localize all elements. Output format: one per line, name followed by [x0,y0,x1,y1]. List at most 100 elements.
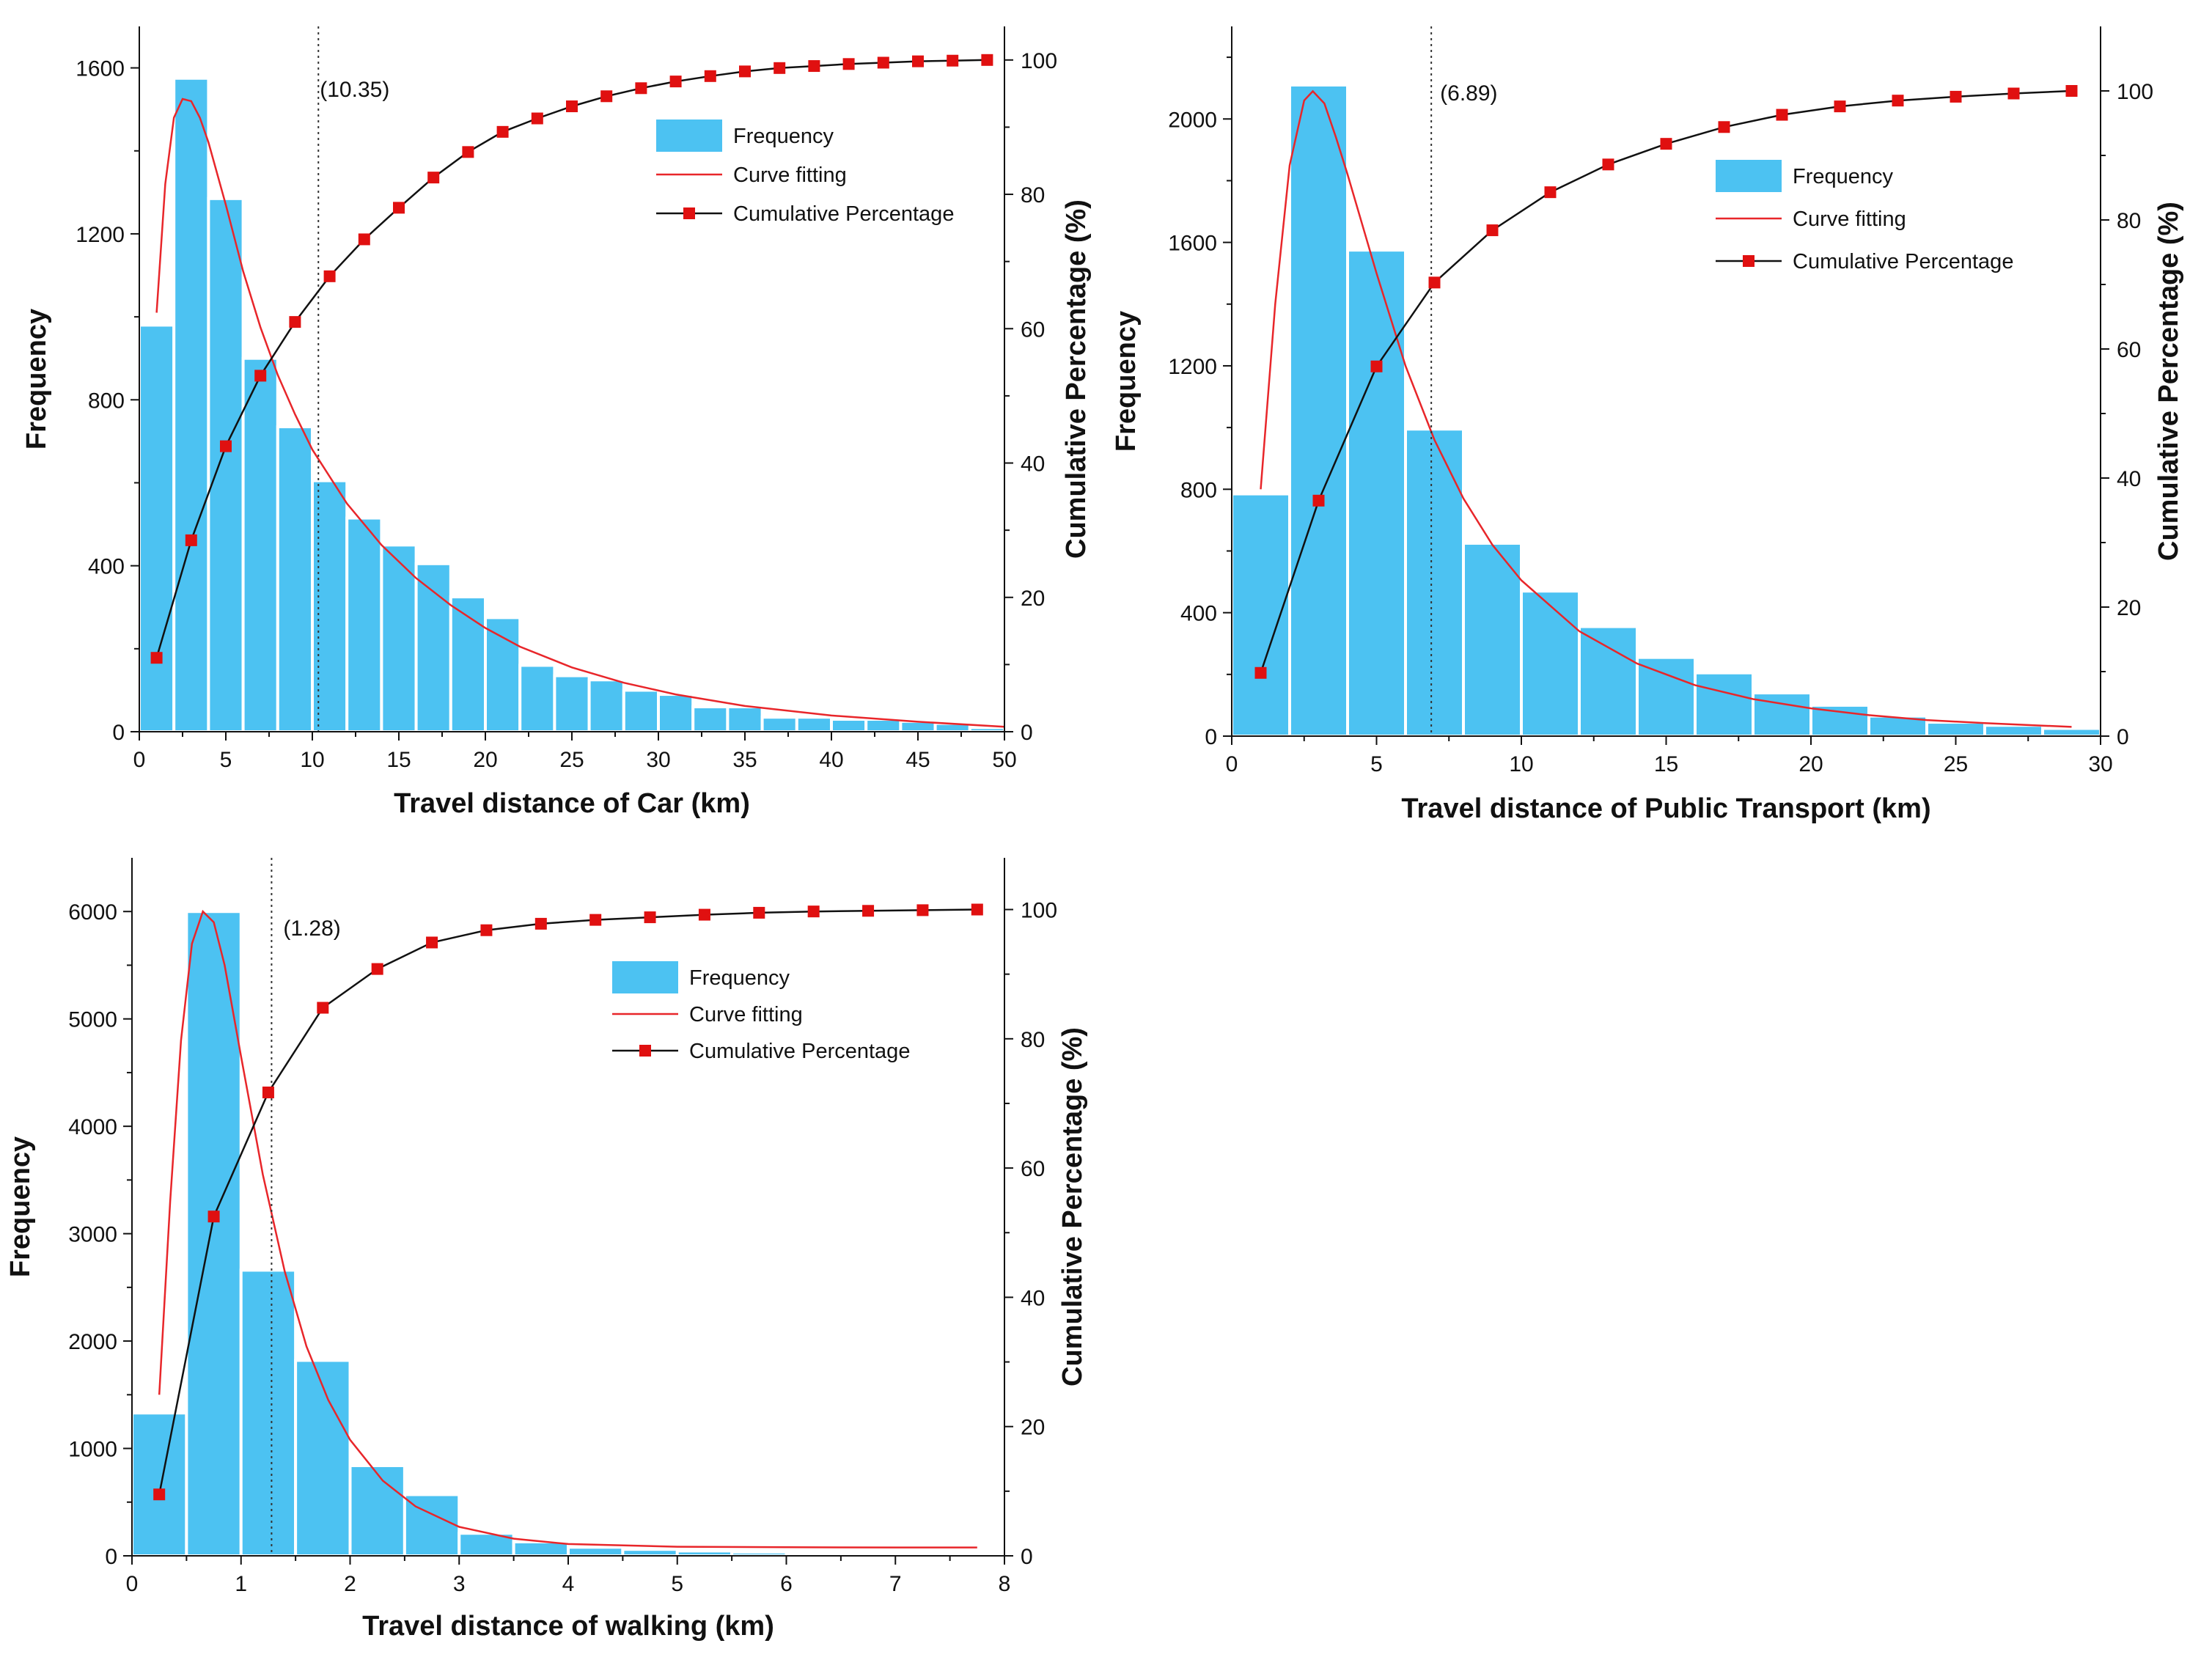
y-tick-label: 4000 [68,1115,117,1139]
x-tick-label: 25 [559,748,584,772]
legend-curve-label: Curve fitting [1793,207,1906,231]
y2-tick-label: 100 [1021,49,1057,73]
y-axis-label: Frequency [1111,311,1142,452]
frequency-bar [312,481,347,732]
y-tick-label: 1600 [76,57,125,81]
x-tick-label: 3 [453,1572,466,1596]
y-tick-label: 1000 [68,1438,117,1462]
legend-frequency-swatch [1716,160,1782,192]
cumulative-point [589,914,601,926]
y2-tick-label: 60 [2117,338,2141,362]
legend-cumulative-label: Cumulative Percentage [733,202,954,226]
x-tick-label: 6 [780,1572,793,1596]
frequency-bar [589,680,624,732]
x-tick-label: 50 [992,748,1016,772]
x-tick-label: 10 [1509,752,1533,776]
median-marker-label: (10.35) [320,78,389,102]
frequency-bar [554,676,589,732]
y2-tick-label: 80 [1021,183,1045,207]
x-axis-label: Travel distance of Public Transport (km) [1401,793,1930,824]
y2-tick-label: 60 [1021,1157,1045,1181]
y2-tick-label: 40 [1021,1286,1045,1310]
cumulative-point [862,905,874,916]
frequency-bar [1348,250,1406,736]
cumulative-point [151,652,163,664]
median-marker-label: (1.28) [283,916,340,941]
frequency-bar [866,719,900,732]
legend-cumulative-swatch-marker [639,1045,651,1057]
cumulative-point [566,100,578,112]
x-tick-label: 0 [1226,752,1238,776]
y-tick-label: 5000 [68,1008,117,1032]
cumulative-point [393,202,405,213]
x-tick-label: 1 [235,1572,247,1596]
frequency-bar [2043,728,2101,736]
y2-tick-label: 100 [2117,80,2153,104]
frequency-bar [1579,627,1637,736]
frequency-bar [568,1547,622,1556]
legend-frequency-label: Frequency [689,966,790,990]
x-tick-label: 15 [1654,752,1678,776]
cumulative-point [947,55,958,67]
frequency-bar [278,427,312,732]
cumulative-point [705,70,716,82]
cumulative-point [1834,100,1846,112]
cumulative-point [1892,95,1904,106]
y-tick-label: 0 [105,1545,117,1569]
frequency-bar [295,1360,350,1556]
cumulative-point [2008,88,2020,100]
cumulative-point [1313,495,1325,507]
y-tick-label: 0 [112,721,125,745]
median-marker-label: (6.89) [1440,81,1497,106]
cumulative-point [635,82,647,94]
frequency-bar [350,1466,405,1556]
frequency-bar [243,359,278,732]
legend-frequency-swatch [612,961,678,993]
cumulative-point [1429,276,1441,288]
frequency-bar [132,1413,186,1556]
frequency-bar [1985,725,2043,736]
cumulative-point [1603,158,1614,170]
cumulative-point [808,60,820,72]
frequency-bar [174,78,208,732]
y2-axis-label: Cumulative Percentage (%) [1057,1027,1088,1386]
legend-frequency-label: Frequency [1793,165,1894,188]
frequency-bar [1290,85,1348,736]
frequency-bar [347,518,381,732]
y-tick-label: 800 [1180,478,1217,502]
frequency-bar [763,717,797,732]
y2-axis-label: Cumulative Percentage (%) [2153,202,2184,561]
frequency-bar [1927,722,1985,736]
frequency-bar [208,199,243,732]
cumulative-point [289,316,301,328]
cumulative-point [535,918,547,930]
cumulative-point [359,233,370,245]
legend-cumulative-swatch-marker [683,207,695,219]
cumulative-point [753,907,765,919]
cumulative-point [916,904,928,916]
cumulative-point [153,1488,165,1500]
y2-tick-label: 20 [2117,596,2141,620]
y2-tick-label: 40 [2117,467,2141,491]
y2-tick-label: 80 [1021,1028,1045,1052]
x-tick-label: 8 [999,1572,1011,1596]
cumulative-point [532,113,543,125]
frequency-bar [658,694,693,732]
x-tick-label: 0 [133,748,146,772]
cumulative-point [878,56,889,68]
cumulative-point [497,126,509,138]
x-tick-label: 5 [1370,752,1383,776]
x-axis-label: Travel distance of walking (km) [362,1611,774,1642]
x-axis-label: Travel distance of Car (km) [394,788,750,819]
cumulative-point [912,56,924,67]
frequency-bar [831,719,866,732]
frequency-bar [1637,658,1695,736]
x-tick-label: 20 [1798,752,1823,776]
x-tick-label: 35 [732,748,757,772]
y-tick-label: 2000 [1168,108,1217,132]
frequency-bar [139,325,174,732]
cumulative-point [600,90,612,102]
cumulative-point [670,76,682,87]
cumulative-point [739,65,751,77]
cumulative-point [1487,224,1499,236]
